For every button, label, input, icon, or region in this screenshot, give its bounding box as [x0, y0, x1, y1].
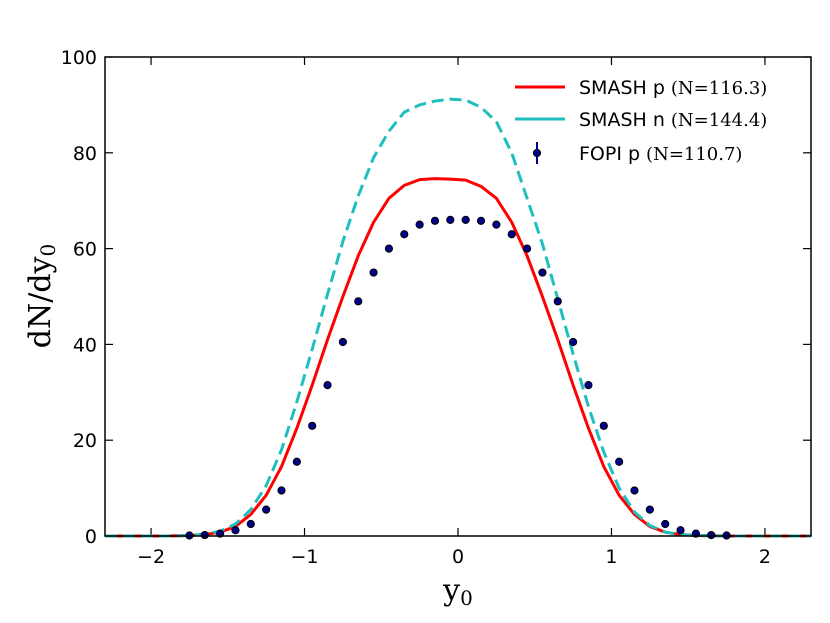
legend-count-smash-p: (N=116.3): [671, 78, 767, 99]
legend-text-fopi-p: FOPI p (N=110.7): [579, 143, 742, 165]
y-axis-label-main: dN/dy: [23, 256, 58, 348]
y-axis-label: dN/dy0: [23, 244, 60, 348]
series-line-smash-p: [105, 177, 811, 538]
data-point-fopi-p: [553, 297, 562, 306]
x-tick-label: −2: [137, 546, 165, 568]
data-point-fopi-p: [384, 244, 394, 253]
data-point-fopi-p: [338, 337, 347, 347]
data-point-fopi-p: [262, 505, 271, 514]
legend-text-smash-p: SMASH p (N=116.3): [579, 77, 767, 99]
x-tick-label: 0: [452, 546, 464, 568]
data-point-fopi-p: [415, 220, 424, 229]
x-tick-label: 2: [759, 546, 771, 568]
data-point-fopi-p: [461, 215, 470, 224]
y-tick-label: 100: [61, 47, 97, 69]
x-axis-label: y0: [442, 573, 473, 610]
legend-entry-smash-n: SMASH n (N=144.4): [515, 109, 767, 131]
data-point-fopi-p: [615, 457, 624, 466]
data-point-fopi-p: [522, 244, 532, 253]
y-tick-label: 60: [73, 239, 97, 261]
data-point-fopi-p: [231, 526, 240, 535]
series-layer: [105, 97, 811, 540]
series-line-smash-n: [105, 97, 811, 538]
legend-count-fopi-p: (N=110.7): [646, 144, 742, 165]
y-axis-label-subscript: 0: [36, 244, 60, 257]
legend: SMASH p (N=116.3) SMASH n (N=144.4) FOPI p…: [515, 77, 767, 165]
data-point-fopi-p: [569, 337, 578, 347]
x-axis-label-main: y: [442, 573, 460, 608]
data-point-fopi-p: [246, 519, 255, 529]
data-point-fopi-p: [645, 505, 654, 514]
data-point-fopi-p: [323, 381, 332, 390]
y-tick-label: 20: [73, 430, 97, 452]
legend-entry-smash-p: SMASH p (N=116.3): [515, 77, 767, 99]
data-point-fopi-p: [446, 215, 455, 224]
data-point-fopi-p: [430, 216, 440, 225]
data-point-fopi-p: [277, 486, 286, 495]
legend-entry-fopi-p: FOPI p (N=110.7): [532, 142, 742, 165]
legend-marker-fopi-p: [532, 148, 542, 158]
data-point-fopi-p: [354, 297, 363, 306]
legend-label-fopi-p: FOPI p: [579, 143, 640, 165]
data-point-fopi-p: [400, 230, 409, 239]
plot-frame: [104, 56, 812, 537]
x-axis-label-subscript: 0: [460, 586, 473, 610]
data-point-fopi-p: [676, 526, 685, 535]
legend-label-smash-p: SMASH p: [579, 77, 665, 99]
x-tick-label: 1: [605, 546, 617, 568]
data-point-fopi-p: [599, 421, 608, 430]
data-point-fopi-p: [584, 381, 593, 390]
y-tick-label: 40: [73, 334, 97, 356]
legend-count-smash-n: (N=144.4): [671, 110, 767, 131]
y-tick-label: 0: [85, 526, 97, 548]
data-point-fopi-p: [661, 519, 670, 529]
data-point-fopi-p: [492, 220, 501, 229]
data-point-fopi-p: [507, 230, 516, 239]
data-point-fopi-p: [292, 457, 301, 466]
legend-label-smash-n: SMASH n: [579, 109, 665, 131]
data-point-fopi-p: [476, 216, 486, 225]
data-point-fopi-p: [630, 486, 639, 495]
data-point-fopi-p: [707, 530, 716, 540]
data-point-fopi-p: [369, 268, 378, 277]
data-point-fopi-p: [538, 268, 547, 277]
data-point-fopi-p: [308, 421, 317, 430]
data-point-fopi-p: [200, 530, 209, 540]
legend-text-smash-n: SMASH n (N=144.4): [579, 109, 767, 131]
x-tick-label: −1: [291, 546, 319, 568]
y-tick-label: 80: [73, 143, 97, 165]
